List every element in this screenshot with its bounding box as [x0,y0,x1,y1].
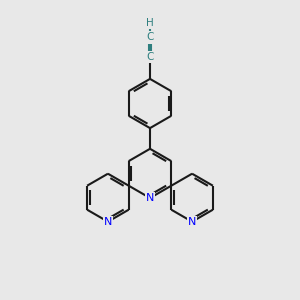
Text: C: C [146,52,154,62]
Text: H: H [146,17,154,28]
Text: N: N [104,217,112,227]
Text: C: C [146,32,154,43]
Text: N: N [188,217,196,227]
Text: N: N [146,193,154,203]
